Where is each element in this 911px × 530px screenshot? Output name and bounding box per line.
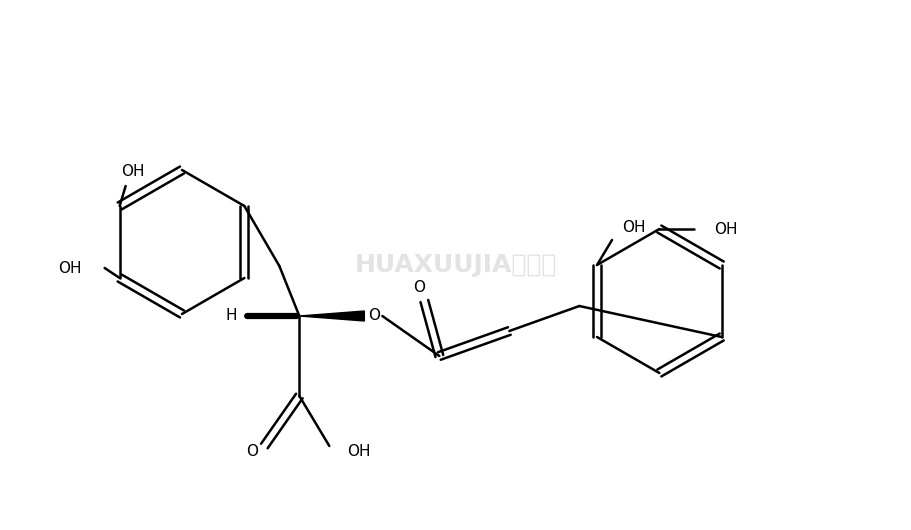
Text: OH: OH [621, 219, 645, 234]
Polygon shape [299, 311, 364, 321]
Text: HUAXUUJIA化学加: HUAXUUJIA化学加 [354, 253, 557, 277]
Text: O: O [368, 308, 380, 323]
Text: O: O [413, 279, 425, 295]
Text: OH: OH [347, 444, 371, 458]
Text: H: H [225, 308, 237, 323]
Text: O: O [246, 444, 258, 458]
Text: OH: OH [713, 222, 737, 236]
Text: OH: OH [121, 163, 144, 179]
Text: OH: OH [57, 261, 81, 276]
